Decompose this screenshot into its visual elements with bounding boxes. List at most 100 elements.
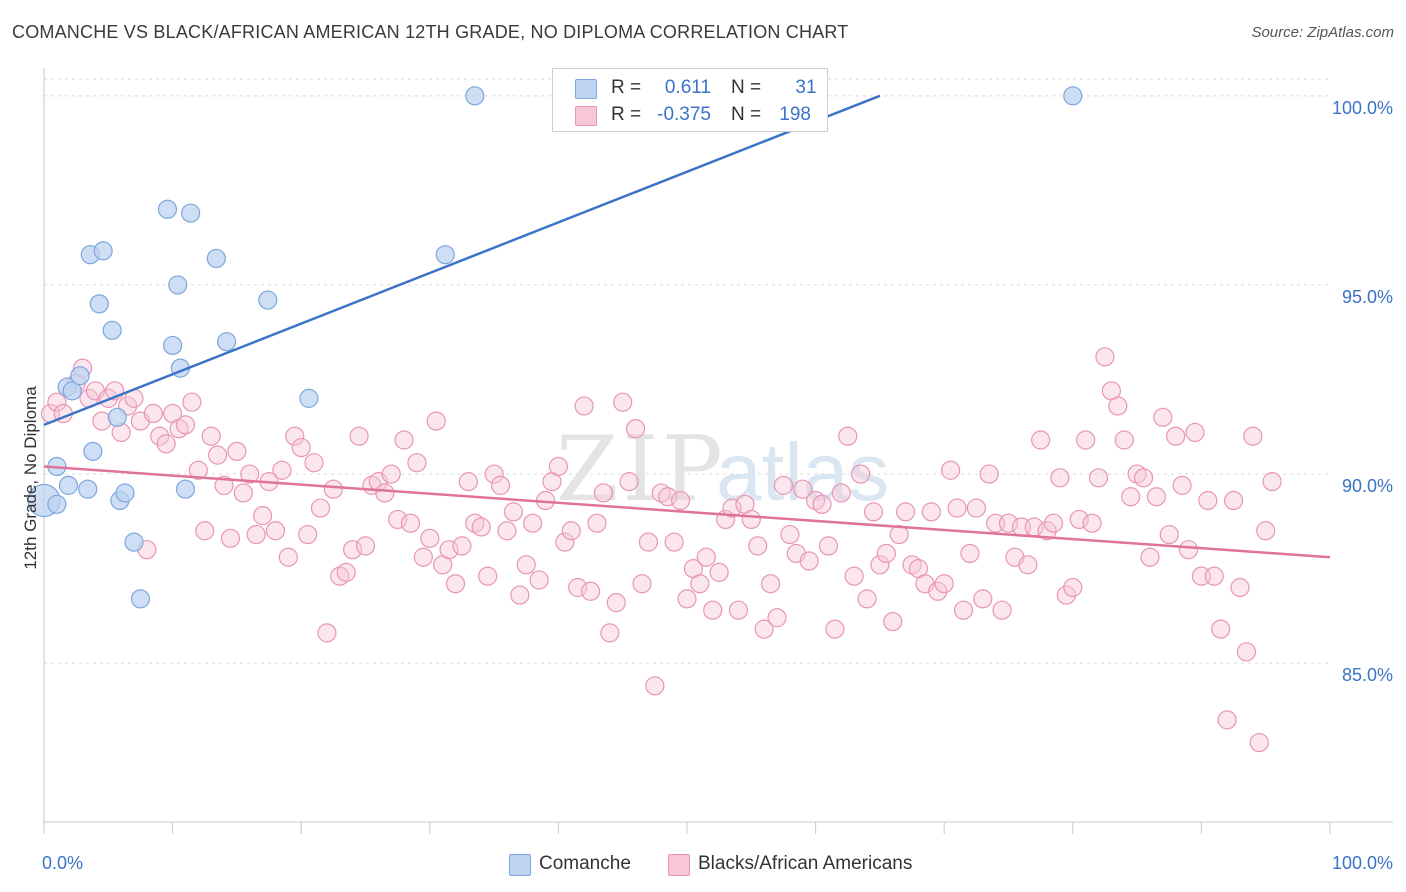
data-point-black: [1050, 468, 1070, 488]
x-tick-label: 0.0%: [42, 853, 83, 873]
data-point-black: [709, 562, 729, 582]
data-point-comanche: [89, 294, 109, 314]
data-point-black: [1076, 430, 1096, 450]
axis-layer: 85.0% 90.0% 95.0% 100.0% 0.0% 100.0%: [42, 68, 1393, 873]
data-point-black: [349, 426, 369, 446]
data-point-black: [1146, 487, 1166, 507]
data-point-black: [227, 441, 247, 461]
series-swatch-black: [668, 854, 690, 876]
series-legend: Comanche Blacks/African Americans: [0, 852, 1406, 878]
data-point-black: [214, 475, 234, 495]
data-point-black: [208, 445, 228, 465]
series-label-comanche: Comanche: [539, 853, 631, 874]
data-point-black: [696, 547, 716, 567]
data-point-black: [516, 555, 536, 575]
data-point-black: [220, 528, 241, 548]
data-point-black: [966, 498, 986, 518]
data-point-black: [998, 513, 1019, 533]
data-point-comanche: [107, 407, 127, 427]
data-point-black: [310, 498, 331, 518]
data-point-black: [355, 536, 376, 556]
trend-line-comanche: [43, 94, 881, 427]
data-point-black: [587, 513, 607, 533]
trend-line-black: [43, 465, 1331, 559]
data-point-black: [1121, 487, 1141, 507]
data-point-black: [934, 574, 954, 594]
data-point-black: [150, 426, 170, 446]
data-point-black: [760, 574, 781, 594]
data-point-black: [921, 502, 941, 522]
data-point-black: [523, 513, 543, 533]
data-point-comanche: [206, 248, 226, 269]
data-point-comanche: [115, 483, 135, 503]
data-point-black: [1230, 577, 1250, 598]
data-point-black: [439, 540, 459, 560]
data-point-black: [497, 521, 517, 541]
data-point-black: [632, 574, 652, 594]
data-point-black: [690, 574, 710, 594]
data-point-comanche: [435, 245, 455, 265]
data-point-black: [47, 392, 67, 412]
chart-title: COMANCHE VS BLACK/AFRICAN AMERICAN 12TH …: [12, 22, 849, 42]
data-point-black: [1211, 619, 1231, 639]
data-point-black: [336, 562, 356, 582]
watermark-atlas: atlas: [716, 427, 889, 518]
data-point-black: [471, 517, 491, 537]
data-point-black: [703, 600, 723, 620]
data-point-black: [1198, 490, 1218, 511]
data-point-black: [1095, 347, 1115, 367]
legend-n-value: 198: [779, 104, 811, 125]
data-point-black: [748, 536, 768, 556]
data-point-comanche: [163, 335, 183, 356]
data-point-black: [458, 472, 478, 492]
data-point-black: [818, 536, 839, 556]
y-axis-label: 12th Grade, No Diploma: [21, 386, 40, 570]
data-point-black: [291, 437, 311, 458]
data-point-comanche: [299, 388, 319, 408]
data-point-black: [1153, 407, 1173, 427]
data-point-black: [548, 456, 569, 477]
data-point-black: [1262, 472, 1282, 492]
data-point-black: [896, 502, 916, 522]
data-point-black: [1082, 513, 1102, 533]
y-tick-label: 90.0%: [1342, 476, 1393, 496]
data-point-black: [831, 483, 851, 503]
data-point-black: [1069, 509, 1089, 530]
data-point-black: [593, 483, 614, 503]
data-point-black: [580, 581, 601, 601]
data-point-black: [973, 589, 993, 609]
data-point-black: [285, 426, 305, 446]
data-point-comanche: [258, 290, 278, 310]
data-point-black: [156, 434, 176, 454]
data-point-comanche: [102, 320, 122, 340]
data-point-black: [375, 483, 395, 503]
points-layer: [27, 86, 1282, 753]
data-point-comanche: [93, 241, 113, 261]
data-point-black: [381, 464, 401, 484]
data-point-black: [870, 555, 890, 575]
data-point-comanche: [47, 494, 67, 514]
legend-swatch-comanche: [575, 79, 597, 99]
data-point-black: [445, 574, 466, 594]
data-point-black: [1236, 642, 1257, 662]
data-point-black: [426, 411, 446, 431]
data-point-black: [561, 521, 581, 541]
correlation-legend: R = 0.611 N = 31 R = -0.375 N = 198: [552, 68, 828, 132]
data-point-black: [1056, 585, 1076, 605]
data-point-comanche: [1063, 86, 1083, 106]
data-point-black: [1159, 524, 1179, 545]
data-point-comanche: [175, 479, 196, 499]
data-point-black: [568, 577, 588, 598]
data-point-black: [844, 566, 864, 586]
data-point-black: [555, 532, 575, 552]
legend-row-black: R = -0.375 N = 198: [553, 100, 827, 128]
data-point-black: [793, 479, 813, 499]
data-point-black: [1031, 430, 1051, 450]
data-point-black: [889, 524, 909, 545]
data-point-black: [1088, 468, 1109, 488]
data-point-black: [928, 581, 948, 601]
data-point-black: [992, 600, 1012, 620]
data-point-black: [323, 479, 343, 499]
series-label-black: Blacks/African Americans: [698, 853, 913, 874]
